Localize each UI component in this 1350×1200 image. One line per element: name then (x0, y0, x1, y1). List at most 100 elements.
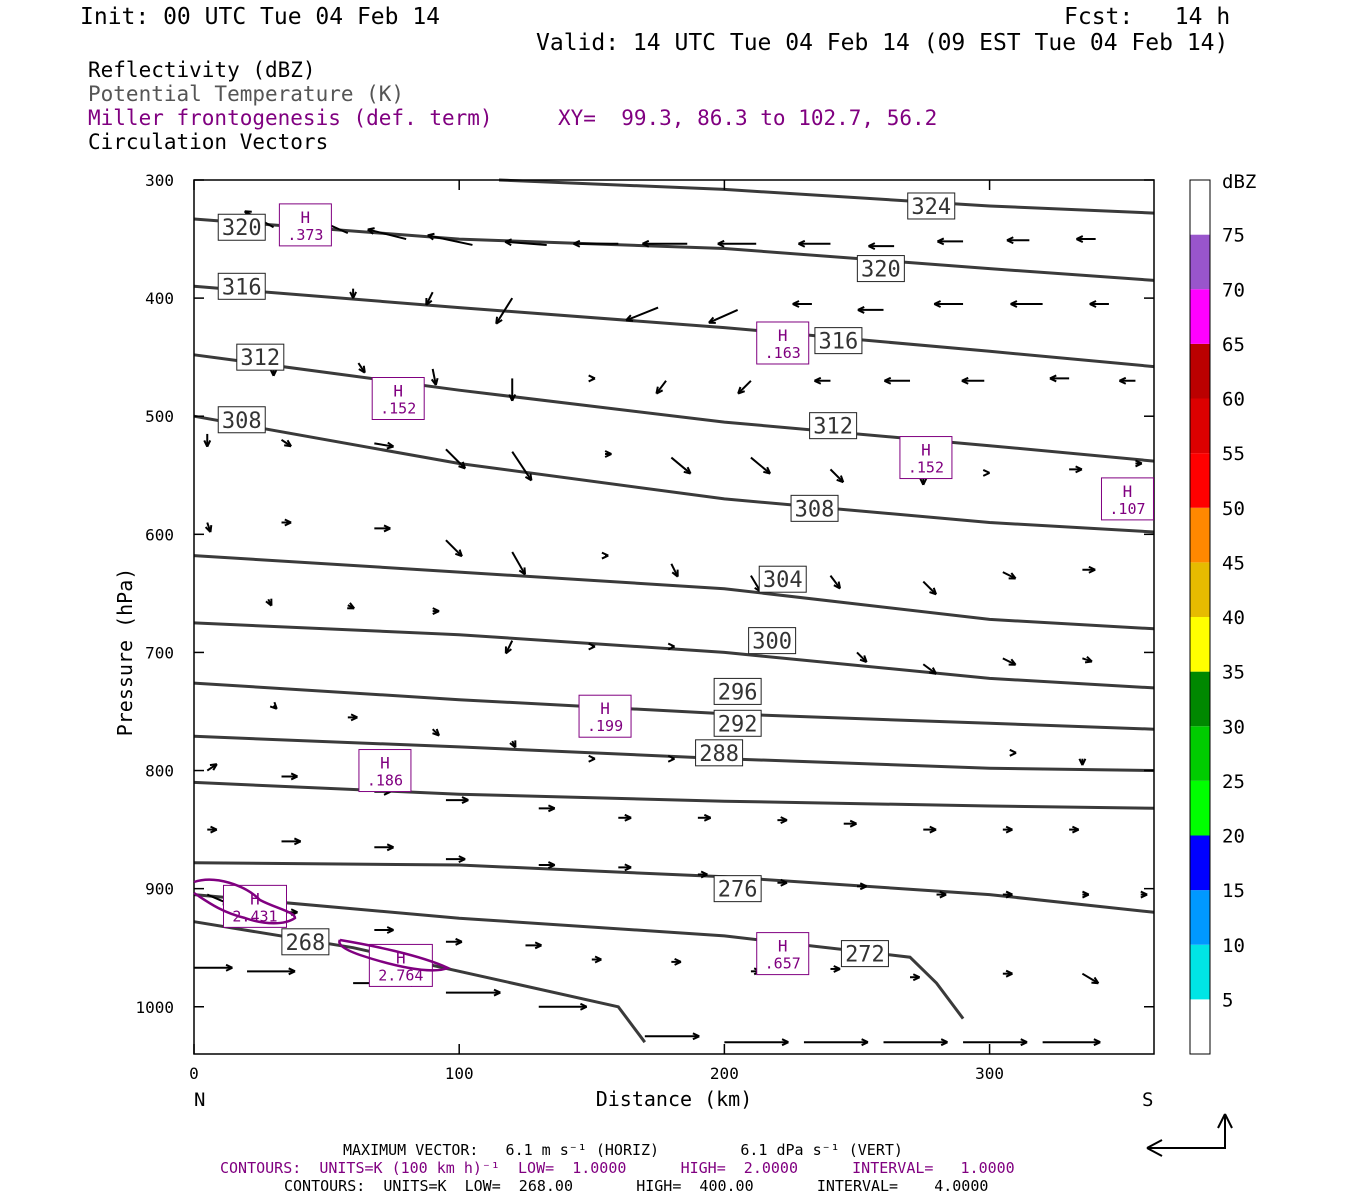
circulation-vector (511, 451, 533, 482)
theta-contour-label: 288 (695, 739, 744, 767)
svg-text:H: H (393, 382, 403, 401)
frontogenesis-high: H.152 (899, 436, 953, 480)
circulation-vector (374, 843, 394, 852)
svg-text:304: 304 (763, 568, 803, 593)
svg-text:.107: .107 (1109, 500, 1145, 518)
circulation-vector (670, 563, 679, 578)
circulation-vector (937, 237, 964, 246)
contours-note-fronto: CONTOURS: UNITS=K (100 km h)⁻¹ LOW= 1.00… (220, 1159, 1015, 1177)
circulation-vector (1081, 972, 1100, 985)
colorbar-tick: 75 (1222, 225, 1245, 247)
circulation-vector (445, 448, 467, 470)
circulation-vector (281, 837, 302, 846)
colorbar-tick: 60 (1222, 389, 1245, 411)
theta-contour-5 (193, 353, 1155, 463)
circulation-vector (671, 957, 682, 966)
circulation-vector (207, 825, 218, 834)
theta-contour-12 (193, 734, 1155, 772)
theta-contour-7 (193, 414, 1155, 534)
colorbar-segment (1190, 999, 1210, 1054)
circulation-vector (374, 524, 391, 533)
colorbar-tick: 15 (1222, 880, 1245, 902)
x-axis-label: Distance (km) (596, 1087, 753, 1111)
circulation-vector (511, 551, 527, 576)
circulation-vector (203, 433, 212, 448)
colorbar-tick: 5 (1222, 989, 1233, 1011)
svg-text:.152: .152 (380, 400, 416, 418)
circulation-vector (642, 239, 688, 248)
svg-text:268: 268 (286, 931, 326, 956)
circulation-vector (604, 450, 612, 458)
circulation-vector (1082, 655, 1093, 664)
frontogenesis-high: H.199 (578, 694, 632, 738)
theta-contour-label: 268 (281, 928, 330, 956)
circulation-vector (445, 796, 469, 804)
contours-note-theta: CONTOURS: UNITS=K LOW= 268.00 HIGH= 400.… (284, 1177, 989, 1195)
theta-contour-label: 316 (217, 272, 266, 300)
frontogenesis-high: H.163 (756, 321, 810, 365)
theta-contour-label: 308 (790, 494, 839, 522)
circulation-vector (829, 468, 845, 484)
circulation-vector (281, 772, 298, 781)
colorbar-segment (1190, 671, 1210, 727)
circulation-vector (525, 941, 542, 950)
circulation-vector (1009, 748, 1017, 757)
circulation-vector (883, 376, 911, 385)
circulation-vector (1069, 825, 1080, 834)
circulation-vector (431, 728, 441, 737)
theta-contour-label: 320 (217, 213, 266, 241)
circulation-vector (1006, 236, 1030, 245)
circulation-vector (792, 300, 812, 308)
y-tick-label: 400 (145, 289, 174, 308)
circulation-vector (538, 861, 556, 869)
circulation-vector (538, 804, 556, 813)
colorbar-tick: 25 (1222, 771, 1245, 793)
svg-text:272: 272 (845, 943, 885, 968)
svg-text:308: 308 (222, 409, 262, 434)
y-tick-label: 600 (145, 525, 174, 544)
field-reflectivity: Reflectivity (dBZ) (88, 58, 316, 82)
circulation-vector (349, 288, 358, 299)
theta-contour-0 (498, 178, 1155, 215)
circulation-vector (445, 855, 466, 864)
y-tick-label: 700 (145, 643, 174, 662)
circulation-vector (856, 882, 868, 891)
colorbar-tick: 10 (1222, 935, 1245, 957)
theta-contour-label: 312 (809, 412, 858, 440)
svg-text:2.431: 2.431 (232, 907, 277, 925)
circulation-vector (777, 878, 788, 887)
north-label: N (194, 1089, 205, 1111)
circulation-vector (265, 598, 273, 607)
frontogenesis-contours (193, 878, 452, 972)
colorbar-segment (1190, 289, 1210, 344)
circulation-vector (922, 580, 938, 596)
colorbar-segment (1190, 343, 1210, 399)
circulation-vector (883, 1038, 948, 1047)
x-tick-label: 200 (710, 1064, 739, 1083)
frontogenesis-high: H.152 (371, 377, 425, 420)
svg-text:.186: .186 (367, 772, 403, 790)
circulation-vector (504, 640, 514, 655)
colorbar-tick: 50 (1222, 498, 1245, 520)
circulation-vector (829, 575, 842, 590)
y-tick-label: 1000 (135, 998, 174, 1017)
colorbar-tick: 40 (1222, 607, 1245, 629)
colorbar-segment (1190, 617, 1210, 672)
svg-text:H: H (250, 889, 260, 908)
circulation-vector (427, 232, 473, 246)
circulation-vector (1002, 969, 1013, 978)
theta-contour-label: 312 (236, 343, 285, 371)
circulation-vector (206, 763, 218, 772)
svg-text:H: H (600, 699, 610, 718)
circulation-vector (1042, 1038, 1101, 1047)
svg-text:312: 312 (240, 346, 280, 371)
circulation-vector (280, 439, 292, 448)
circulation-vector (1010, 300, 1043, 308)
circulation-vector (697, 813, 712, 822)
circulation-vector (204, 522, 213, 533)
circulation-vector (445, 539, 463, 558)
circulation-vector (425, 291, 434, 306)
svg-text:316: 316 (819, 330, 859, 355)
circulation-vector (798, 239, 831, 248)
circulation-vector (508, 378, 517, 402)
